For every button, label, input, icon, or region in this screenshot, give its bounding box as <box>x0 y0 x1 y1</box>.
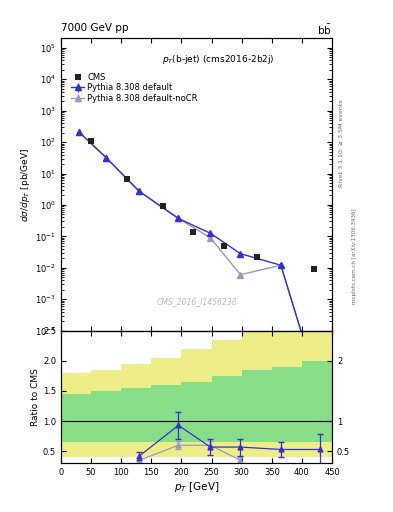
Text: Rivet 3.1.10; ≥ 3.5M events: Rivet 3.1.10; ≥ 3.5M events <box>339 99 344 187</box>
CMS <box>312 266 316 272</box>
Text: $p_{T}$(b-jet) (cms2016-2b2j): $p_{T}$(b-jet) (cms2016-2b2j) <box>162 53 275 66</box>
Line: CMS: CMS <box>88 138 350 342</box>
Text: CMS_2016_I1456238: CMS_2016_I1456238 <box>156 297 237 306</box>
CMS <box>221 243 226 249</box>
CMS <box>125 176 130 182</box>
Text: mcplots.cern.ch [arXiv:1306.3436]: mcplots.cern.ch [arXiv:1306.3436] <box>352 208 357 304</box>
Legend: CMS, Pythia 8.308 default, Pythia 8.308 default-noCR: CMS, Pythia 8.308 default, Pythia 8.308 … <box>70 72 198 104</box>
Text: b$\mathregular{\bar{b}}$: b$\mathregular{\bar{b}}$ <box>318 23 332 37</box>
CMS <box>89 138 94 144</box>
X-axis label: $p_{T}$ [GeV]: $p_{T}$ [GeV] <box>174 480 219 494</box>
CMS <box>191 229 196 235</box>
Y-axis label: $d\sigma/dp_{T}$ [pb/GeV]: $d\sigma/dp_{T}$ [pb/GeV] <box>19 147 32 222</box>
Text: 7000 GeV pp: 7000 GeV pp <box>61 23 129 33</box>
Y-axis label: Ratio to CMS: Ratio to CMS <box>31 368 40 426</box>
CMS <box>161 203 166 209</box>
CMS <box>254 254 259 260</box>
CMS <box>345 336 349 342</box>
